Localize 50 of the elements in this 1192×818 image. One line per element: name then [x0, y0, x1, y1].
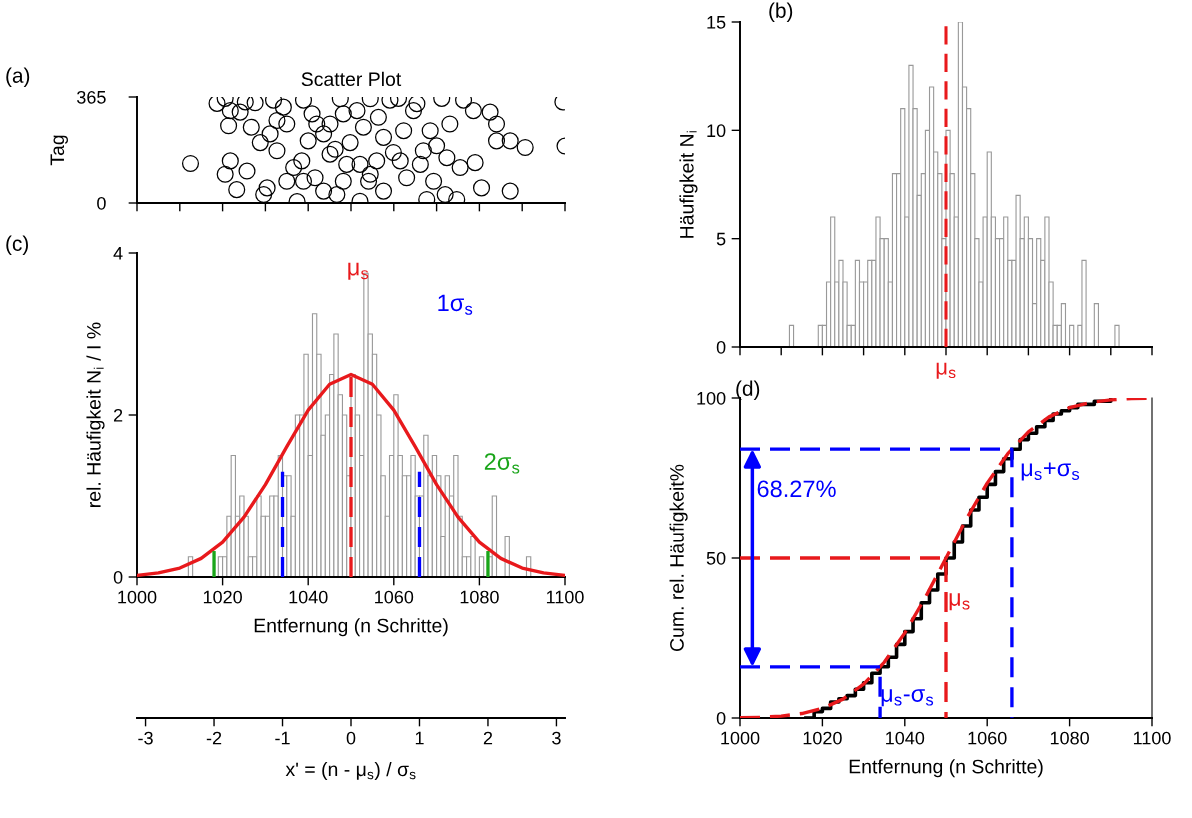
x2-tick-label: -3: [138, 731, 153, 745]
y-tick-label: 50: [706, 551, 726, 565]
x-tick-label: 1020: [803, 731, 842, 745]
x-tick-label: 1080: [460, 590, 499, 604]
x-tick-label: 1060: [375, 590, 414, 604]
annotation: (d): [736, 380, 760, 400]
y-axis-title: Cum. rel. Häufigkeit%: [669, 464, 688, 652]
x-tick-label: 1080: [1050, 731, 1089, 745]
x2-tick-label: 0: [346, 731, 356, 745]
y-tick-label: 2: [113, 408, 123, 422]
text: (b): [769, 2, 793, 22]
x-tick-label: 1100: [546, 590, 584, 604]
x-tick-label: 1060: [968, 731, 1007, 745]
y-tick-label: 5: [716, 232, 726, 246]
y-tick-label: 15: [707, 16, 726, 29]
x2-tick-label: -1: [275, 731, 290, 745]
x2-tick-label: 2: [483, 731, 493, 745]
x2-tick-label: 3: [552, 731, 561, 745]
x-tick-label: 1040: [886, 731, 925, 745]
x-tick-label: 1000: [118, 590, 157, 604]
x2-tick-label: -2: [206, 731, 222, 745]
annotation: 68.27%: [757, 480, 836, 498]
annotation: μ$_{s}$+σ$_{s}$: [1021, 462, 1080, 481]
ref-line-label: μ$_{s}$: [936, 362, 956, 379]
annotation: μ$_{s}$-σ$_{s}$: [881, 689, 934, 707]
y-tick-label: 0: [716, 711, 726, 725]
y-axis-title: Tag: [50, 135, 68, 166]
x-tick-label: 1000: [721, 731, 760, 745]
annotation: μ$_{s}$: [348, 262, 369, 280]
x-tick-label: 1020: [203, 590, 242, 604]
x2-tick-label: 1: [415, 731, 424, 745]
y-tick-label: 0: [716, 340, 726, 354]
y-tick-label: 10: [707, 124, 726, 138]
x-tick-label: 1100: [1133, 731, 1171, 745]
x2-axis-title: x' = (n - μ$_{s}$) / σ$_{s}$: [285, 761, 416, 781]
annotation: 2σ$_{s}$: [484, 453, 520, 474]
x-axis-title: Entfernung (n Schritte): [254, 618, 448, 637]
annotation: μ$_{s}$: [949, 593, 970, 611]
y-tick-label: 0: [113, 570, 123, 584]
annotation: 1σ$_{s}$: [438, 294, 473, 315]
y-tick-label: 365: [77, 90, 106, 104]
text: (c): [6, 235, 28, 255]
y-tick-label: 100: [697, 391, 726, 405]
chart-title: Scatter Plot: [301, 71, 402, 87]
text: (a): [6, 67, 30, 87]
x-axis-title: Entfernung (n Schritte): [849, 759, 1043, 778]
y-axis-title: Häufigkeit N$_{i}$: [679, 131, 698, 238]
y-axis-title: rel. Häufigkeit N$_{i}$ / I %: [86, 322, 105, 507]
y-tick-label: 4: [113, 247, 123, 260]
x-tick-label: 1040: [289, 590, 328, 604]
